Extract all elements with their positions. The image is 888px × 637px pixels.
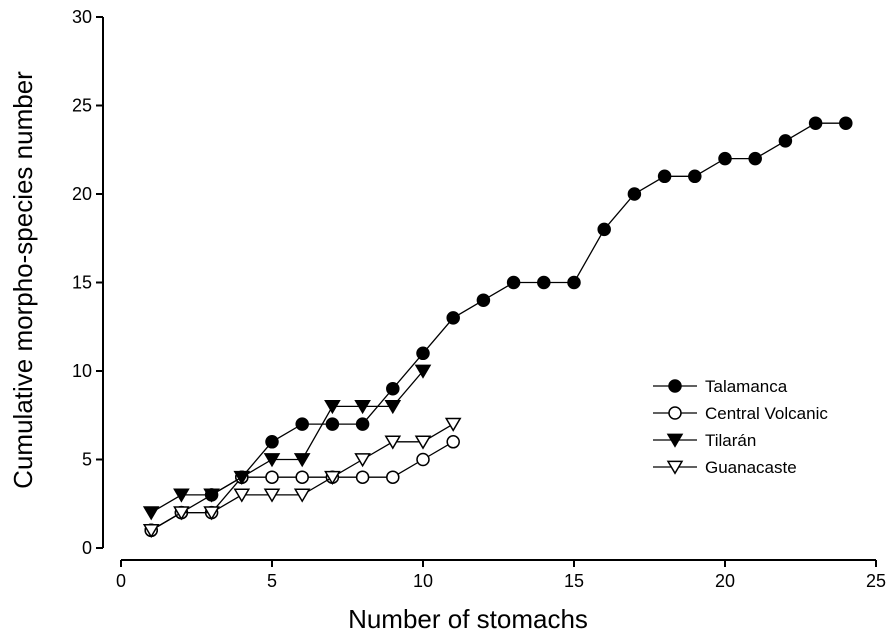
y-tick-label: 0 (82, 538, 92, 558)
x-axis-title: Number of stomachs (348, 604, 588, 634)
data-point (203, 506, 220, 521)
x-tick-label: 25 (866, 571, 886, 591)
data-point (142, 506, 160, 521)
data-point (295, 470, 309, 484)
x-tick-label: 10 (413, 571, 433, 591)
legend-marker (666, 433, 684, 448)
data-point (293, 453, 311, 468)
legend-marker (666, 460, 684, 475)
y-tick-label: 15 (72, 273, 92, 293)
legend-item: Central Volcanic (653, 404, 828, 423)
data-point (295, 417, 309, 431)
data-point (233, 488, 251, 503)
legend-item: Tilarán (653, 431, 756, 450)
legend-marker (668, 406, 682, 420)
data-point (416, 452, 430, 467)
data-point (354, 453, 371, 468)
legend-item: Guanacaste (653, 458, 797, 477)
y-tick-label: 25 (72, 96, 92, 116)
y-tick-label: 10 (72, 361, 92, 381)
data-point (233, 470, 251, 485)
data-point (506, 275, 521, 290)
data-point (778, 134, 793, 148)
series-line (150, 370, 424, 514)
series-layer (142, 116, 853, 539)
data-point (263, 488, 281, 503)
data-point (444, 417, 462, 432)
data-point (748, 151, 762, 166)
data-point (414, 435, 432, 450)
data-point (293, 488, 311, 503)
data-point (263, 453, 281, 468)
y-tick-label: 20 (72, 184, 92, 204)
data-point (355, 417, 370, 431)
x-tick-label: 5 (267, 571, 277, 591)
data-point (416, 346, 430, 361)
data-point (354, 400, 371, 415)
legend-item: Talamanca (653, 377, 788, 396)
legend-label: Central Volcanic (705, 404, 828, 423)
data-point (324, 400, 341, 415)
data-point (384, 435, 402, 450)
data-point (324, 470, 341, 485)
data-point (476, 293, 491, 307)
data-point (325, 417, 340, 431)
data-point (203, 488, 220, 503)
x-tick-label: 0 (116, 571, 126, 591)
data-point (386, 470, 400, 484)
y-tick-label: 30 (72, 7, 92, 27)
data-point (142, 523, 160, 539)
data-point (446, 311, 460, 325)
legend: Talamanca Central Volcanic Tilarán Guanacas… (653, 377, 828, 477)
y-axis-title: Cumulative morpho-species number (8, 71, 38, 489)
data-point (657, 169, 672, 184)
data-point (597, 222, 611, 237)
data-point (384, 400, 402, 415)
x-tick-label: 20 (715, 571, 735, 591)
series-central-volcanic (144, 435, 460, 538)
series-guanacaste (142, 417, 462, 539)
data-point (688, 169, 702, 184)
data-point (265, 470, 279, 484)
axes: 0 5 10 15 20 25 30 0 5 10 15 20 25 (72, 7, 886, 591)
legend-label: Tilarán (705, 431, 756, 450)
data-point (173, 506, 190, 521)
data-point (718, 151, 732, 166)
data-point (414, 364, 432, 379)
data-point (386, 381, 400, 396)
x-tick-label: 15 (564, 571, 584, 591)
data-point (446, 435, 460, 449)
data-point (265, 435, 279, 449)
data-point (627, 187, 642, 201)
y-tick-label: 5 (82, 450, 92, 470)
data-point (173, 488, 190, 503)
data-point (537, 275, 551, 290)
series-tilar-n (142, 364, 432, 521)
data-point (355, 470, 370, 484)
legend-label: Guanacaste (705, 458, 797, 477)
data-point (808, 116, 823, 130)
data-point (567, 275, 581, 290)
legend-marker (668, 379, 682, 393)
data-point (839, 116, 853, 130)
legend-label: Talamanca (705, 377, 788, 396)
